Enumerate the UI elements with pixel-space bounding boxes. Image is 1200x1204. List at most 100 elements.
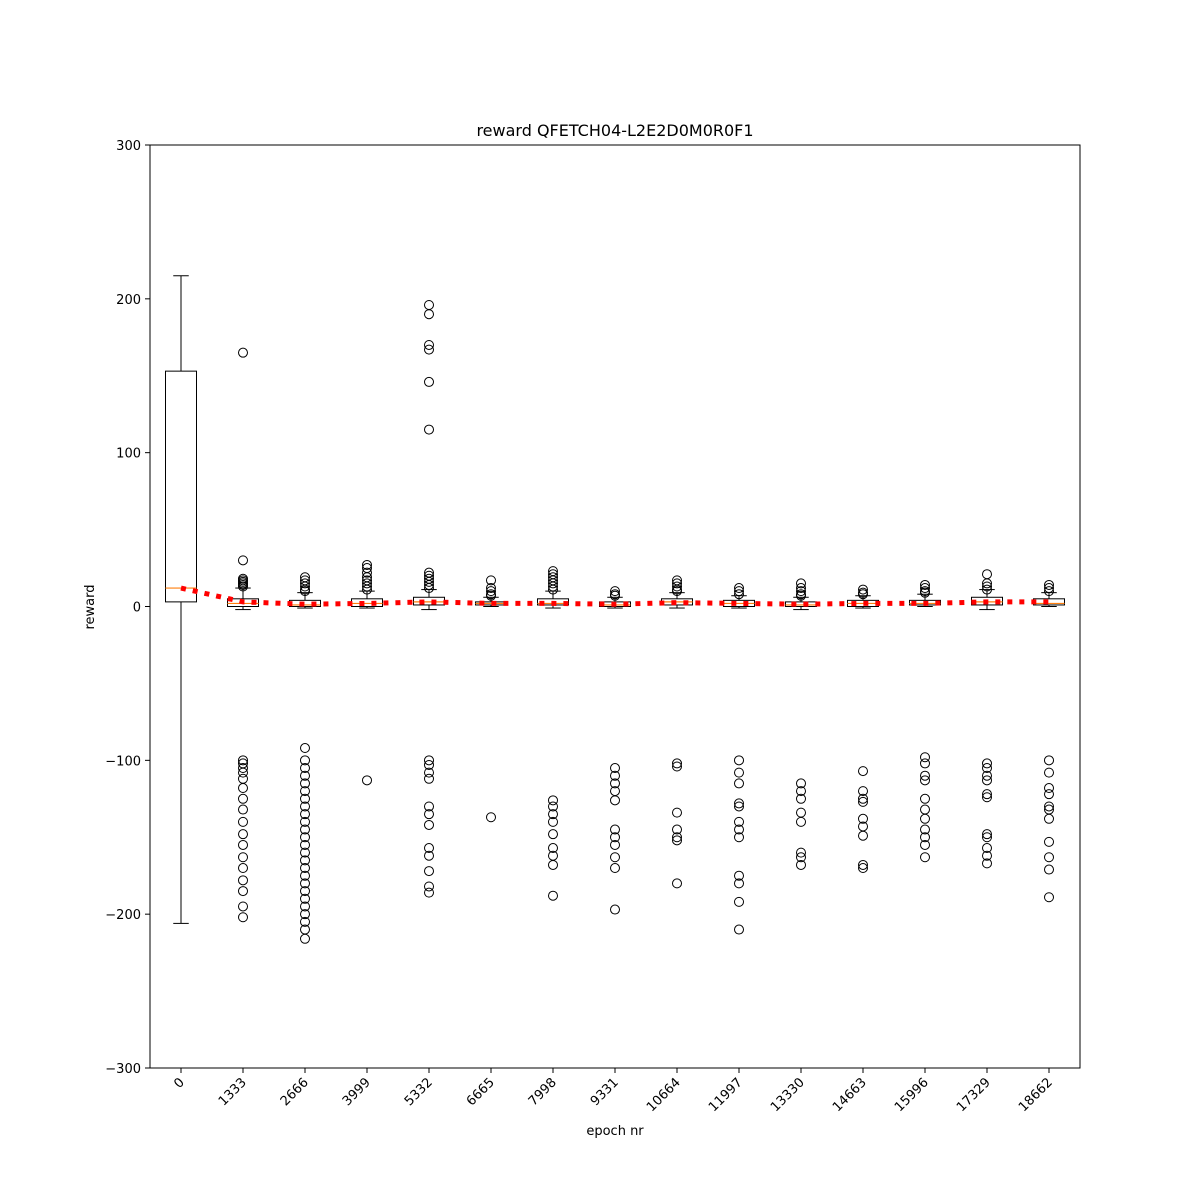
y-tick-label: 300 [116,139,141,154]
outlier-point [672,832,682,843]
outlier-point [238,347,248,358]
outlier-point [982,763,992,774]
outlier-point [424,309,434,320]
outlier-point [362,567,372,578]
outlier-point [238,793,248,804]
outlier-point [920,813,930,824]
outlier-point [238,863,248,874]
outlier-point [672,581,682,592]
outlier-point [424,866,434,877]
outlier-point [610,904,620,915]
outlier-point [920,758,930,769]
outlier-point [920,587,930,598]
outlier-point [424,881,434,892]
outlier-point [858,589,868,600]
outlier-point [300,755,310,766]
outlier-point [610,852,620,863]
outlier-point [982,758,992,769]
outlier-point [1044,852,1054,863]
outlier-point [548,809,558,820]
outlier-point [672,824,682,835]
outlier-point [734,896,744,907]
outlier-point [238,767,248,778]
y-tick-label: 200 [116,293,141,308]
outlier-point [300,824,310,835]
outlier-point [734,801,744,812]
outlier-point [424,801,434,812]
outlier-point [548,578,558,589]
outlier-point [920,752,930,763]
outlier-point [734,589,744,600]
outlier-point [920,583,930,594]
outlier-point [920,793,930,804]
outlier-point [920,775,930,786]
outlier-point [734,583,744,594]
outlier-point [672,761,682,772]
outlier-point [672,807,682,818]
outlier-point [362,581,372,592]
outlier-point [1044,783,1054,794]
outlier-point [672,586,682,597]
outlier-point [610,863,620,874]
outlier-point [796,786,806,797]
outlier-point [424,344,434,355]
outlier-point [1044,801,1054,812]
outlier-point [982,584,992,595]
outlier-point [424,755,434,766]
outlier-point [424,819,434,830]
outlier-point [982,843,992,854]
outlier-point [858,796,868,807]
outlier-point [920,579,930,590]
outlier-point [238,804,248,815]
outlier-point [1044,586,1054,597]
outlier-point [796,852,806,863]
y-tick-label: 100 [116,447,141,462]
outlier-point [796,586,806,597]
outlier-point [734,878,744,889]
outlier-point [796,859,806,870]
outlier-point [424,376,434,387]
outlier-point [982,770,992,781]
outlier-point [920,824,930,835]
outlier-point [920,839,930,850]
outlier-point [610,590,620,601]
outlier-point [548,829,558,840]
outlier-point [238,755,248,766]
outlier-point [300,778,310,789]
outlier-point [300,847,310,858]
outlier-point [300,586,310,597]
outlier-point [424,583,434,594]
outlier-point [982,850,992,861]
outlier-point [300,578,310,589]
outlier-point [424,843,434,854]
outlier-point [300,816,310,827]
outlier-point [1044,813,1054,824]
outlier-point [920,852,930,863]
outlier-point [300,839,310,850]
outlier-point [424,767,434,778]
outlier-point [300,832,310,843]
outlier-point [486,590,496,601]
outlier-point [548,890,558,901]
outlier-point [424,773,434,784]
outlier-point [982,832,992,843]
outlier-point [610,832,620,843]
outlier-point [982,858,992,869]
outlier-point [486,812,496,823]
outlier-point [424,424,434,435]
outlier-point [858,830,868,841]
outlier-point [858,863,868,874]
outlier-point [982,792,992,803]
outlier-point [300,886,310,897]
outlier-point [300,893,310,904]
outlier-point [734,755,744,766]
outlier-point [734,798,744,809]
outlier-point [486,583,496,594]
outlier-point [548,843,558,854]
outlier-point [610,795,620,806]
outlier-point [858,813,868,824]
outlier-point [672,878,682,889]
outlier-point [238,839,248,850]
outlier-point [672,578,682,589]
box [165,370,197,603]
